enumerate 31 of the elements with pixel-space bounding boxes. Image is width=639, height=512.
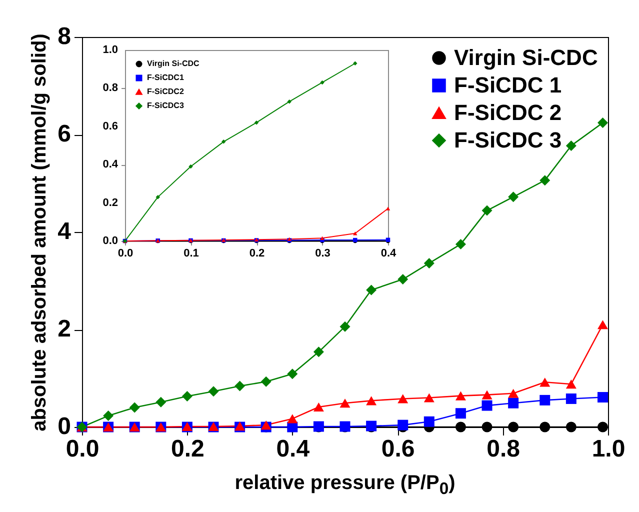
x-tick-label: 0.2 [249,248,265,260]
y-tick-label: 0.6 [102,120,118,132]
y-tick-label: 1.0 [102,44,118,56]
y-tick-label: 0.4 [102,158,119,171]
y-tick-label: 2 [58,316,71,342]
legend-label: F-SiCDC1 [147,73,184,82]
y-tick-label: 4 [58,218,72,245]
legend-label: F-SiCDC 3 [454,128,562,152]
y-tick-label: 0.0 [102,235,118,247]
legend-label: Virgin Si-CDC [147,59,200,68]
x-tick-label: 0.4 [380,248,398,260]
x-tick-label: 1.0 [592,436,626,462]
legend-label: Virgin Si-CDC [454,45,598,70]
x-tick-label: 0.6 [381,436,415,462]
x-tick-label: 0.4 [276,436,310,462]
x-tick-label: 0.1 [184,248,199,260]
y-tick-label: 0.8 [102,82,118,94]
x-tick-label: 0.8 [486,436,520,462]
legend-label: F-SiCDC 2 [454,100,562,125]
x-axis-title: relative pressure (P/P$_{0}$) [234,472,456,499]
x-tick-label: 0.0 [118,248,134,260]
legend-label: F-SiCDC2 [147,87,184,96]
y-tick-label: 0 [58,413,71,440]
y-tick-label: 6 [58,120,71,148]
legend-label: F-SiCDC3 [147,101,184,110]
x-tick-label: 0.3 [315,248,330,260]
y-axis-title: absolute adsorbed amount (mmol/g solid) [28,34,51,432]
y-tick-label: 8 [58,23,71,50]
legend-label: F-SiCDC 1 [454,72,562,98]
x-tick-label: 0.2 [171,436,204,462]
y-tick-label: 0.2 [102,196,118,209]
